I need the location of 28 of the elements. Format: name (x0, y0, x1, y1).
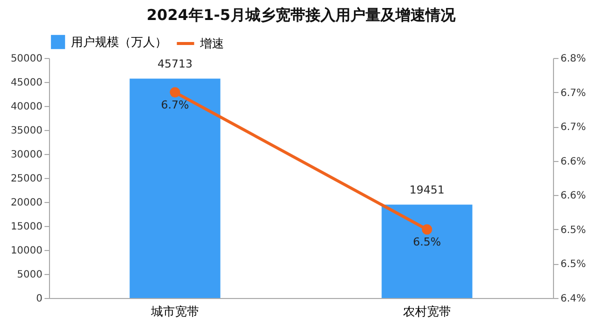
chart-title: 2024年1-5月城乡宽带接入用户量及增速情况 (146, 6, 456, 24)
data-label: 6.5% (413, 235, 441, 248)
y-tick-label: 0 (36, 294, 42, 304)
y-tick-label: 35000 (10, 126, 42, 136)
y2-tick-label: 6.7% (560, 122, 586, 134)
y-tick-label: 25000 (10, 174, 42, 184)
y2-tick-label: 6.7% (560, 88, 586, 99)
y-tick-label: 5000 (17, 270, 42, 280)
y2-tick-label: 6.8% (560, 54, 586, 64)
x-tick-label: 农村宽带 (403, 304, 451, 318)
legend-label: 用户规模（万人） (71, 35, 167, 49)
y-tick-label: 30000 (10, 150, 42, 160)
x-tick-label: 城市宽带 (150, 304, 199, 318)
y2-tick-label: 6.6% (560, 156, 586, 168)
y2-tick-label: 6.5% (560, 259, 586, 270)
data-label: 6.7% (161, 98, 189, 112)
y-tick-label: 20000 (10, 198, 42, 208)
y2-tick-label: 6.6% (560, 190, 586, 202)
y-tick-label: 40000 (10, 102, 42, 112)
y-tick-label: 10000 (10, 246, 42, 256)
y-tick-label: 45000 (10, 78, 42, 88)
data-label: 45713 (158, 58, 192, 71)
legend-label: 增速 (199, 36, 224, 50)
y-tick-label: 50000 (10, 54, 42, 64)
data-label: 19451 (410, 184, 444, 197)
y-tick-label: 15000 (10, 222, 42, 232)
y2-tick-label: 6.4% (560, 294, 586, 304)
y2-tick-label: 6.5% (560, 224, 586, 236)
